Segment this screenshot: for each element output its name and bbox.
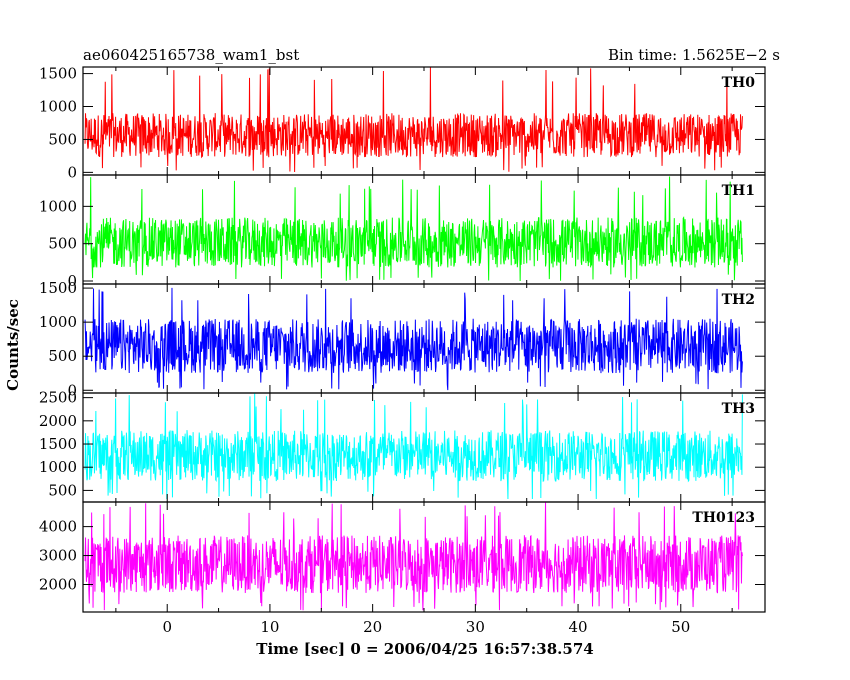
x-axis-title: Time [sec] 0 = 2006/04/25 16:57:38.574 <box>256 640 593 658</box>
x-tick-label: 10 <box>260 618 279 636</box>
series-th0123 <box>84 502 743 611</box>
y-tick-label-th0: 1500 <box>39 65 77 83</box>
y-tick-label-th2: 500 <box>48 347 77 365</box>
panel-label-th3: TH3 <box>722 401 755 417</box>
series-th0 <box>84 67 743 173</box>
panel-frame-th0 <box>82 66 766 176</box>
y-tick-label-th0: 0 <box>67 163 77 181</box>
series-th2 <box>84 287 743 391</box>
panel-label-th1: TH1 <box>722 183 755 199</box>
x-tick-label: 20 <box>363 618 382 636</box>
y-tick-label-th2: 1500 <box>39 279 77 297</box>
y-tick-label-th3: 2000 <box>39 412 77 430</box>
y-tick-label-th1: 0 <box>67 272 77 290</box>
panel-label-th2: TH2 <box>722 292 755 308</box>
panel-label-th0: TH0 <box>722 75 756 91</box>
y-axis-title: Counts/sec <box>4 299 22 391</box>
y-tick-label-th0123: 2000 <box>39 576 77 594</box>
series-th3 <box>84 393 743 500</box>
chart-title: ae060425165738_wam1_bst <box>83 46 299 64</box>
y-tick-label-th1: 1000 <box>39 197 77 215</box>
y-tick-label-th0123: 4000 <box>39 518 77 536</box>
panels-group: 050010001500TH005001000TH1050010001500TH… <box>39 65 766 636</box>
x-tick-label: 0 <box>162 618 172 636</box>
series-th1 <box>84 176 743 281</box>
y-tick-label-th3: 1500 <box>39 435 77 453</box>
bin-time-label: Bin time: 1.5625E−2 s <box>608 46 780 64</box>
y-tick-label-th2: 1000 <box>39 313 77 331</box>
y-tick-label-th0: 500 <box>48 130 77 148</box>
x-tick-label: 40 <box>569 618 588 636</box>
y-tick-label-th3: 500 <box>48 481 77 499</box>
x-tick-label: 30 <box>466 618 485 636</box>
y-tick-label-th1: 500 <box>48 235 77 253</box>
x-tick-label: 50 <box>671 618 690 636</box>
panel-label-th0123: TH0123 <box>692 510 755 526</box>
y-tick-label-th3: 1000 <box>39 458 77 476</box>
y-tick-label-th3: 2500 <box>39 389 77 407</box>
y-tick-label-th2: 0 <box>67 381 77 399</box>
y-tick-label-th0: 1000 <box>39 98 77 116</box>
y-tick-label-th0123: 3000 <box>39 547 77 565</box>
